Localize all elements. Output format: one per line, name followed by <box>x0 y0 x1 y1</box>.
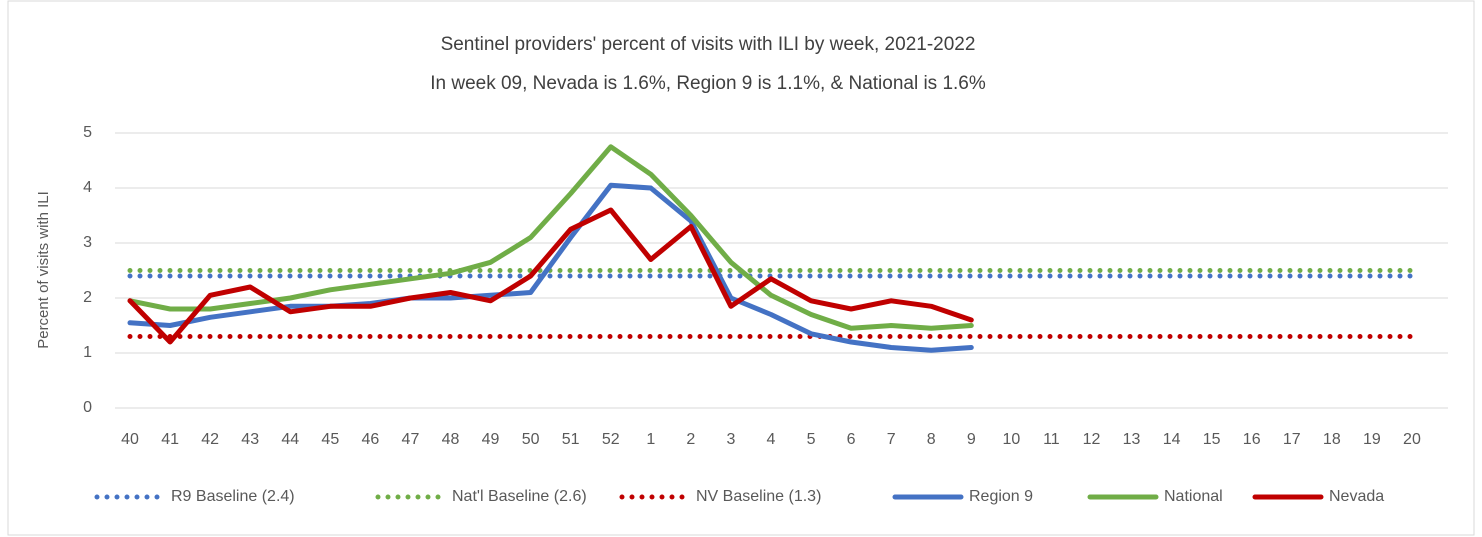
series-line <box>127 182 974 353</box>
x-tick-label: 3 <box>726 431 735 448</box>
x-tick-label: 52 <box>602 431 620 448</box>
y-tick-label: 1 <box>83 344 92 361</box>
x-tick-label: 6 <box>847 431 856 448</box>
x-tick-label: 14 <box>1163 431 1181 448</box>
y-tick-label: 2 <box>83 289 92 306</box>
x-tick-label: 16 <box>1243 431 1261 448</box>
y-tick-label: 3 <box>83 234 92 251</box>
legend-label: Nevada <box>1329 488 1384 505</box>
x-tick-label: 46 <box>361 431 379 448</box>
x-tick-label: 42 <box>201 431 219 448</box>
x-tick-label: 4 <box>767 431 776 448</box>
x-tick-label: 51 <box>562 431 580 448</box>
x-tick-label: 9 <box>967 431 976 448</box>
x-tick-label: 50 <box>522 431 540 448</box>
x-tick-label: 5 <box>807 431 816 448</box>
y-tick-label: 5 <box>83 124 92 141</box>
x-tick-label: 49 <box>482 431 500 448</box>
legend-label: NV Baseline (1.3) <box>696 488 821 505</box>
x-tick-label: 45 <box>321 431 339 448</box>
legend-label: Region 9 <box>969 488 1033 505</box>
legend-label: R9 Baseline (2.4) <box>171 488 295 505</box>
x-tick-label: 17 <box>1283 431 1301 448</box>
x-tick-label: 1 <box>646 431 655 448</box>
x-tick-label: 8 <box>927 431 936 448</box>
x-tick-label: 43 <box>241 431 259 448</box>
x-tick-label: 48 <box>442 431 460 448</box>
x-tick-label: 47 <box>402 431 420 448</box>
x-tick-label: 12 <box>1083 431 1101 448</box>
legend-label: National <box>1164 488 1223 505</box>
y-tick-label: 4 <box>83 179 92 196</box>
x-tick-label: 41 <box>161 431 179 448</box>
x-tick-label: 18 <box>1323 431 1341 448</box>
x-tick-label: 19 <box>1363 431 1381 448</box>
y-axis-label: Percent of visits with ILI <box>35 191 52 349</box>
series-line <box>127 207 974 345</box>
x-tick-label: 7 <box>887 431 896 448</box>
x-tick-label: 2 <box>686 431 695 448</box>
chart-title: Sentinel providers' percent of visits wi… <box>441 34 976 55</box>
chart-subtitle: In week 09, Nevada is 1.6%, Region 9 is … <box>430 73 986 94</box>
x-tick-label: 10 <box>1002 431 1020 448</box>
y-tick-label: 0 <box>83 399 92 416</box>
legend-label: Nat'l Baseline (2.6) <box>452 488 587 505</box>
x-tick-label: 13 <box>1123 431 1141 448</box>
x-tick-label: 40 <box>121 431 139 448</box>
x-tick-label: 15 <box>1203 431 1221 448</box>
x-tick-label: 44 <box>281 431 299 448</box>
x-tick-label: 11 <box>1043 431 1060 448</box>
x-tick-label: 20 <box>1403 431 1421 448</box>
